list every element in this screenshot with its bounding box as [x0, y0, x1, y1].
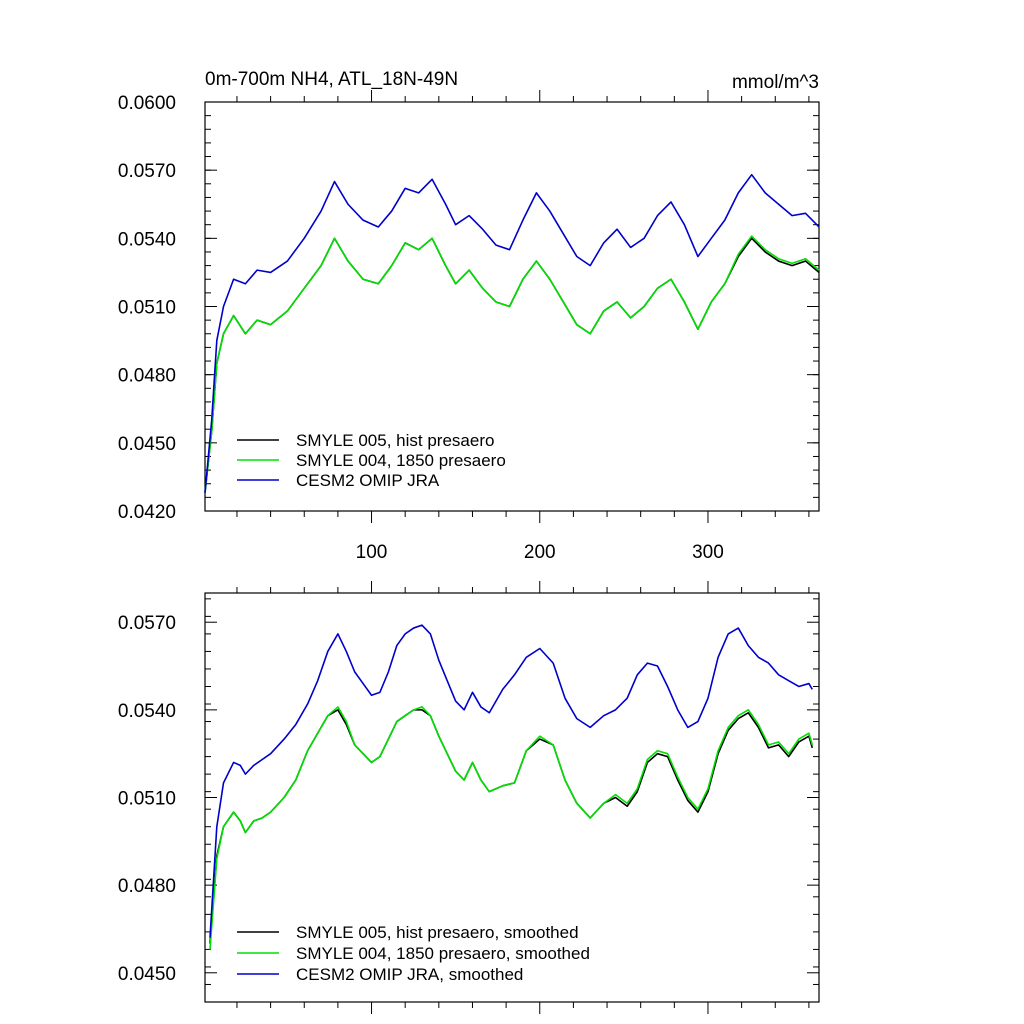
legend-entry: CESM2 OMIP JRA, smoothed — [296, 965, 523, 984]
y-tick-label: 0.0540 — [118, 229, 176, 250]
legend-entry: SMYLE 005, hist presaero, smoothed — [296, 923, 579, 942]
series-line-1 — [209, 706, 814, 950]
y-tick-label: 0.0480 — [118, 876, 176, 897]
y-tick-label: 0.0540 — [118, 701, 176, 722]
series-line-1 — [204, 235, 820, 493]
y-tick-label: 0.0480 — [118, 366, 176, 387]
y-tick-label: 0.0450 — [118, 434, 176, 455]
units-label: mmol/m^3 — [732, 72, 819, 93]
x-tick-label: 100 — [356, 542, 388, 563]
y-tick-label: 0.0600 — [118, 93, 176, 114]
top-panel: 0m-700m NH4, ATL_18N-49N mmol/m^3 0.0420 0.… — [118, 69, 820, 563]
series-line-2 — [209, 624, 813, 938]
series-line-0 — [209, 709, 814, 944]
x-tick-label: 200 — [524, 542, 556, 563]
y-tick-label: 0.0420 — [118, 502, 176, 523]
y-tick-label: 0.0510 — [118, 789, 176, 810]
y-tick-label: 0.0510 — [118, 298, 176, 319]
legend-entry: SMYLE 004, 1850 presaero — [296, 451, 506, 470]
x-tick-label: 300 — [692, 542, 724, 563]
bottom-panel: 0.0450 0.0480 0.0510 0.0540 0.0570 SMYLE 005,… — [118, 581, 820, 1014]
legend-entry: CESM2 OMIP JRA — [296, 471, 440, 490]
legend-entry: SMYLE 004, 1850 presaero, smoothed — [296, 944, 590, 963]
chart-title: 0m-700m NH4, ATL_18N-49N — [205, 69, 458, 90]
series-line-2 — [204, 173, 820, 493]
y-tick-label: 0.0570 — [118, 161, 176, 182]
y-tick-label: 0.0450 — [118, 964, 176, 985]
legend-entry: SMYLE 005, hist presaero — [296, 431, 494, 450]
y-tick-label: 0.0570 — [118, 613, 176, 634]
